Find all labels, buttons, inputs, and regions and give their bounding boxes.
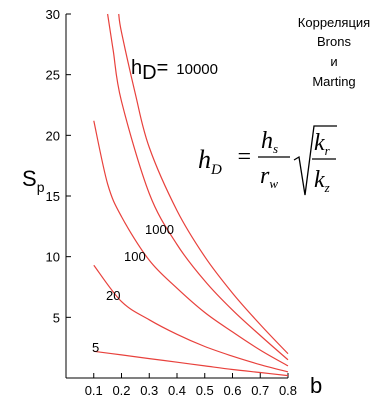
y-tick-label: 20 bbox=[46, 128, 60, 143]
series-line-5 bbox=[93, 350, 289, 377]
side-note-line4: Marting bbox=[312, 74, 355, 89]
y-tick-label: 25 bbox=[46, 68, 60, 83]
curve-label-20: 20 bbox=[106, 288, 120, 303]
side-note-line3: и bbox=[330, 54, 337, 69]
x-ticks: 0.1 0.2 0.3 0.4 0.5 0.6 0.7 0.8 bbox=[85, 373, 297, 398]
curve-label-1000: 1000 bbox=[145, 222, 174, 237]
curve-label-10000: hD= 10000 bbox=[131, 57, 218, 84]
formula-root-den: kz bbox=[314, 167, 330, 195]
formula-lhs: hD bbox=[198, 145, 222, 178]
series-line-100 bbox=[93, 120, 289, 367]
y-axis-title: Sp bbox=[22, 166, 45, 195]
y-tick-label: 30 bbox=[46, 7, 60, 22]
x-tick-label: 0.2 bbox=[112, 383, 130, 398]
curves bbox=[93, 13, 289, 377]
x-tick-label: 0.3 bbox=[140, 383, 158, 398]
series-line-20 bbox=[93, 264, 289, 373]
y-tick-label: 15 bbox=[46, 189, 60, 204]
formula-den: rw bbox=[260, 163, 278, 191]
y-tick-label: 5 bbox=[53, 310, 60, 325]
y-ticks: 5 10 15 20 25 30 bbox=[46, 7, 71, 325]
side-note-line1: Корреляция bbox=[298, 15, 370, 30]
x-tick-label: 0.5 bbox=[196, 383, 214, 398]
formula-sqrt-sign bbox=[293, 125, 337, 196]
x-tick-label: 0.7 bbox=[251, 383, 269, 398]
formula-root-num: kr bbox=[314, 130, 331, 158]
x-axis-title: b bbox=[310, 373, 322, 398]
x-tick-label: 0.4 bbox=[168, 383, 186, 398]
x-tick-label: 0.6 bbox=[223, 383, 241, 398]
x-tick-label: 0.1 bbox=[85, 383, 103, 398]
formula-num: hs bbox=[261, 128, 278, 156]
curve-label-5: 5 bbox=[92, 340, 99, 355]
side-note-line2: Brons bbox=[317, 34, 351, 49]
formula-eq: = bbox=[236, 144, 252, 170]
y-tick-label: 10 bbox=[46, 250, 60, 265]
formula: hD = hs rw kr kz bbox=[198, 125, 337, 196]
x-tick-label: 0.8 bbox=[279, 383, 297, 398]
curve-label-100: 100 bbox=[124, 249, 146, 264]
series-line-10000 bbox=[118, 13, 289, 355]
series-line-1000 bbox=[107, 13, 289, 361]
